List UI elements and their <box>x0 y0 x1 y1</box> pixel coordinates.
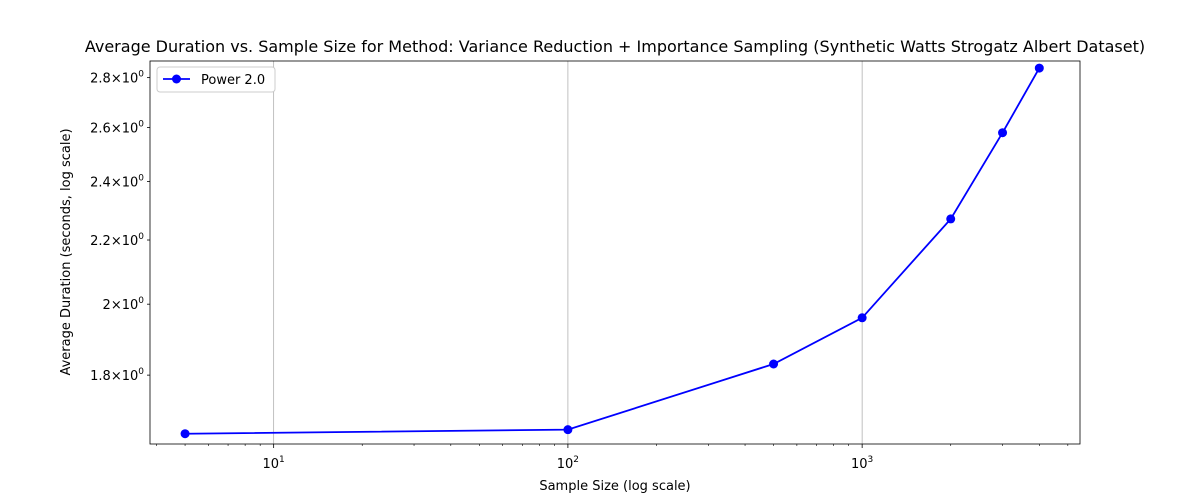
legend: Power 2.0 <box>156 66 276 93</box>
y-tick-label: 2.6×100 <box>90 120 144 137</box>
y-tick-label: 1.8×100 <box>90 367 144 384</box>
axes-frame <box>149 60 1081 445</box>
x-tick-label: 101 <box>263 455 285 472</box>
y-axis-label: Average Duration (seconds, log scale) <box>59 128 74 375</box>
y-tick-label: 2.4×100 <box>90 173 144 190</box>
y-tick-label: 2×100 <box>103 296 145 313</box>
plot-area: 101 102 103 1.8×100 2×100 2.2×100 2.4×100 2.6×1… <box>90 60 1081 472</box>
legend-label: Power 2.0 <box>201 73 265 88</box>
data-point <box>998 128 1008 138</box>
x-tick-label: 102 <box>557 455 579 472</box>
chart-title: Average Duration vs. Sample Size for Met… <box>85 37 1145 56</box>
data-point <box>769 359 779 369</box>
y-tick-label: 2.2×100 <box>90 232 144 249</box>
legend-marker <box>172 74 181 84</box>
y-tick-label: 2.8×100 <box>90 70 144 87</box>
data-point <box>857 313 867 323</box>
x-axis-label: Sample Size (log scale) <box>539 479 690 494</box>
data-point <box>180 429 190 439</box>
x-tick-label: 103 <box>851 455 873 472</box>
legend-box <box>156 66 276 93</box>
data-point <box>563 425 573 435</box>
data-point <box>946 214 956 224</box>
data-point <box>1034 63 1044 73</box>
